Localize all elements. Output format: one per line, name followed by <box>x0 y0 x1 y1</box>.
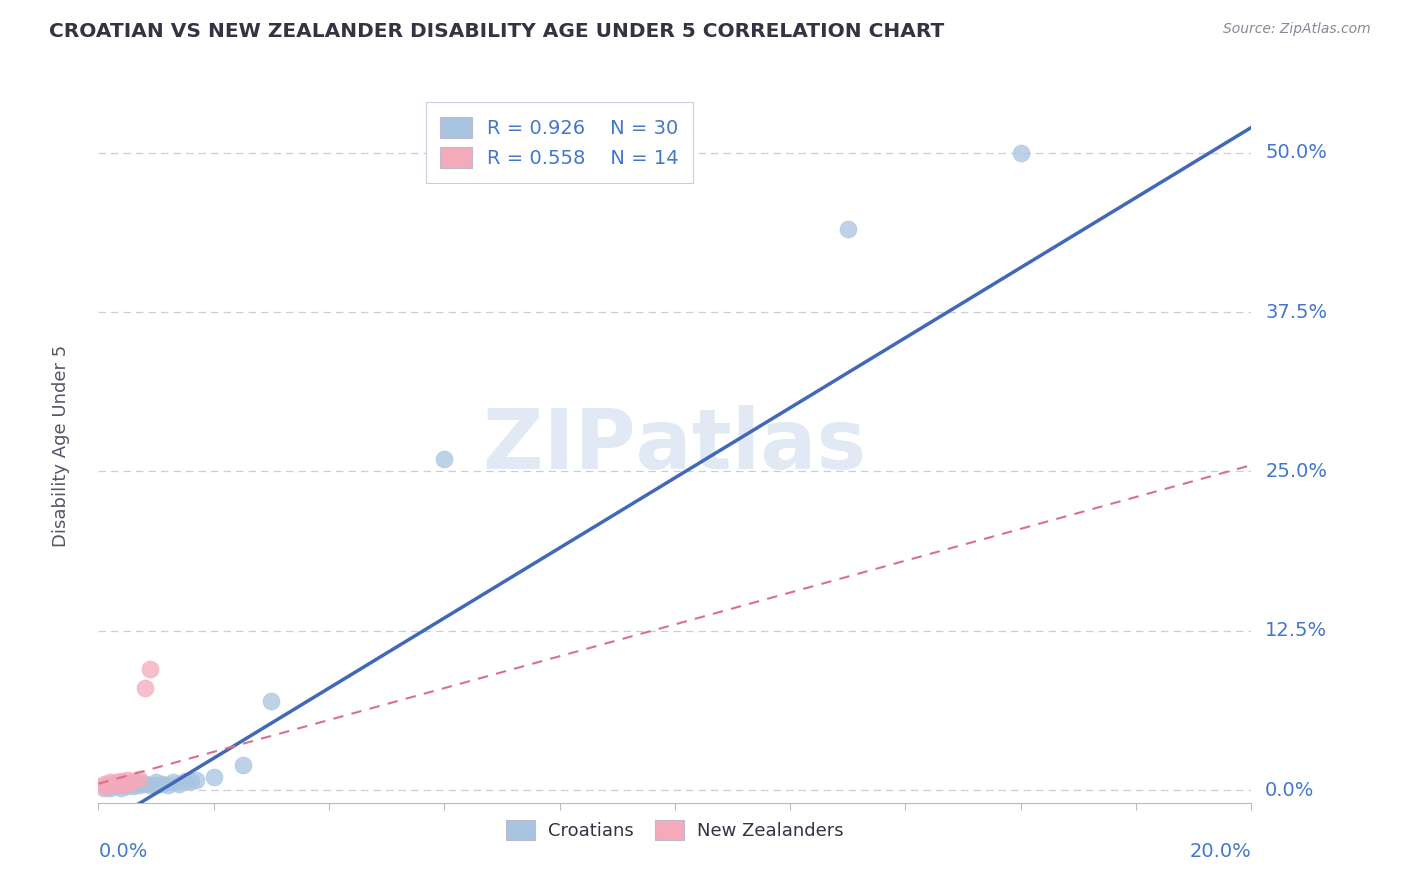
Point <box>134 777 156 791</box>
Point <box>139 662 162 676</box>
Text: 50.0%: 50.0% <box>1265 144 1327 162</box>
Point <box>145 778 167 792</box>
Text: CROATIAN VS NEW ZEALANDER DISABILITY AGE UNDER 5 CORRELATION CHART: CROATIAN VS NEW ZEALANDER DISABILITY AGE… <box>49 22 945 41</box>
Point <box>117 772 139 787</box>
Point <box>150 777 173 791</box>
Point <box>128 778 150 792</box>
Point <box>93 779 115 793</box>
Point <box>433 451 456 466</box>
Point <box>1010 145 1032 160</box>
Point <box>139 778 162 792</box>
Point <box>180 774 202 789</box>
Point <box>117 777 139 791</box>
Point <box>122 774 145 789</box>
Text: Source: ZipAtlas.com: Source: ZipAtlas.com <box>1223 22 1371 37</box>
Text: 25.0%: 25.0% <box>1265 462 1327 481</box>
Text: 20.0%: 20.0% <box>1189 842 1251 861</box>
Point <box>134 681 156 695</box>
Point <box>110 777 132 791</box>
Text: 37.5%: 37.5% <box>1265 302 1327 322</box>
Point <box>260 694 283 708</box>
Point <box>98 778 121 792</box>
Text: ZIP​atlas: ZIP​atlas <box>484 406 866 486</box>
Point <box>231 757 254 772</box>
Point <box>145 775 167 789</box>
Legend: Croatians, New Zealanders: Croatians, New Zealanders <box>499 813 851 847</box>
Point <box>167 777 190 791</box>
Point <box>93 777 115 791</box>
Point <box>110 778 132 792</box>
Point <box>93 780 115 795</box>
Point <box>837 222 859 236</box>
Point <box>104 779 127 793</box>
Point <box>122 779 145 793</box>
Point <box>110 774 132 789</box>
Point <box>98 779 121 793</box>
Point <box>128 775 150 789</box>
Point <box>104 775 127 789</box>
Point <box>122 777 145 791</box>
Point <box>117 779 139 793</box>
Point <box>98 775 121 789</box>
Point <box>117 777 139 791</box>
Text: 0.0%: 0.0% <box>1265 780 1315 799</box>
Point <box>128 772 150 786</box>
Point <box>174 774 197 789</box>
Point <box>156 778 179 792</box>
Point <box>186 772 208 787</box>
Point <box>104 778 127 792</box>
Point <box>98 780 121 795</box>
Point <box>110 780 132 795</box>
Point <box>104 778 127 792</box>
Text: 0.0%: 0.0% <box>98 842 148 861</box>
Point <box>162 775 184 789</box>
Y-axis label: Disability Age Under 5: Disability Age Under 5 <box>52 345 70 547</box>
Point <box>202 770 225 784</box>
Text: 12.5%: 12.5% <box>1265 621 1327 640</box>
